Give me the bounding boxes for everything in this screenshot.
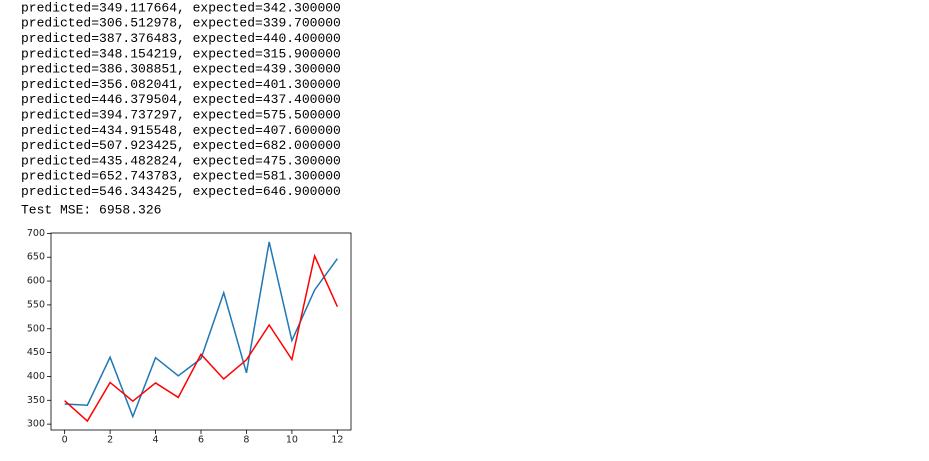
x-tick-label: 12	[331, 435, 343, 446]
y-tick-label: 500	[27, 323, 45, 334]
output-line: predicted=652.743783, expected=581.30000…	[21, 169, 341, 184]
y-tick-label: 300	[27, 419, 45, 430]
output-line: predicted=435.482824, expected=475.30000…	[21, 153, 341, 168]
output-line: predicted=349.117664, expected=342.30000…	[21, 0, 341, 15]
data-line	[64, 253, 339, 423]
output-line: predicted=446.379504, expected=437.40000…	[21, 92, 341, 107]
y-tick-label: 700	[27, 228, 45, 239]
plot-frame	[50, 232, 352, 431]
x-tick-label: 0	[62, 435, 68, 446]
output-line: predicted=507.923425, expected=682.00000…	[21, 138, 341, 153]
output-line: predicted=386.308851, expected=439.30000…	[21, 62, 341, 77]
x-tick-label: 2	[107, 435, 113, 446]
y-tick-label: 400	[27, 371, 45, 382]
y-tick-label: 650	[27, 252, 45, 263]
y-tick-label: 450	[27, 347, 45, 358]
y-tick-label: 350	[27, 395, 45, 406]
output-line: predicted=306.512978, expected=339.70000…	[21, 16, 341, 31]
output-line: predicted=394.737297, expected=575.50000…	[21, 108, 341, 123]
data-line	[64, 241, 338, 419]
output-line: predicted=434.915548, expected=407.60000…	[21, 123, 341, 138]
x-tick-label: 8	[243, 435, 249, 446]
y-tick-label: 600	[27, 276, 45, 287]
x-tick-label: 10	[286, 435, 298, 446]
x-tick-label: 4	[153, 435, 159, 446]
output-line: predicted=387.376483, expected=440.40000…	[21, 31, 341, 46]
output-line: predicted=356.082041, expected=401.30000…	[21, 77, 341, 92]
output-line: predicted=546.343425, expected=646.90000…	[21, 184, 341, 199]
y-tick-label: 550	[27, 299, 45, 310]
x-tick-label: 6	[198, 435, 204, 446]
output-line: predicted=348.154219, expected=315.90000…	[21, 46, 341, 61]
mse-line: Test MSE: 6958.326	[21, 202, 161, 217]
